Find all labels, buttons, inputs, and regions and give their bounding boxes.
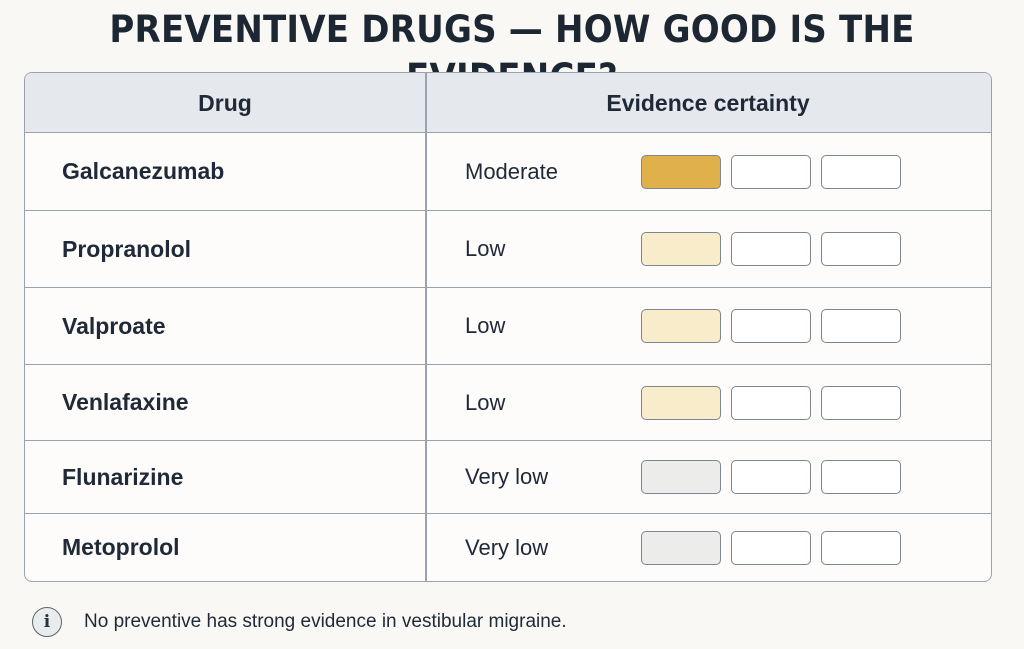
footnote-text: No preventive has strong evidence in ves… bbox=[84, 611, 567, 632]
drug-name: Valproate bbox=[62, 312, 166, 339]
certainty-label: Low bbox=[465, 313, 506, 338]
certainty-box-filled bbox=[641, 154, 721, 189]
certainty-box-empty bbox=[821, 385, 901, 420]
table-row: Valproate Low bbox=[25, 288, 991, 365]
table-row: Flunarizine Very low bbox=[25, 441, 991, 514]
certainty-meter bbox=[641, 514, 901, 581]
certainty-box-filled bbox=[641, 530, 721, 565]
certainty-label: Very low bbox=[465, 534, 549, 560]
table-row: Metoprolol Very low bbox=[25, 514, 991, 581]
table-row: Venlafaxine Low bbox=[25, 365, 991, 441]
table-header-row: Drug Evidence certainty bbox=[25, 73, 991, 133]
drug-name: Galcanezumab bbox=[62, 158, 225, 184]
certainty-meter bbox=[641, 365, 901, 440]
certainty-box-empty bbox=[731, 385, 811, 420]
certainty-label: Very low bbox=[465, 464, 549, 489]
certainty-box-empty bbox=[731, 232, 811, 266]
certainty-label: Low bbox=[465, 389, 506, 415]
certainty-box-empty bbox=[821, 309, 901, 343]
certainty-box-empty bbox=[731, 460, 811, 494]
footnote: i No preventive has strong evidence in v… bbox=[32, 604, 567, 640]
drug-name: Propranolol bbox=[62, 235, 192, 262]
column-header-evidence-certainty: Evidence certainty bbox=[606, 90, 810, 116]
certainty-meter bbox=[641, 133, 901, 210]
certainty-box-empty bbox=[731, 309, 811, 343]
certainty-box-empty bbox=[731, 154, 811, 189]
column-header-drug: Drug bbox=[198, 90, 252, 116]
certainty-box-empty bbox=[821, 232, 901, 266]
certainty-box-filled bbox=[641, 460, 721, 494]
table-row: Galcanezumab Moderate bbox=[25, 133, 991, 211]
certainty-box-filled bbox=[641, 232, 721, 266]
drug-name: Venlafaxine bbox=[62, 389, 189, 415]
certainty-box-filled bbox=[641, 385, 721, 420]
drug-name: Metoprolol bbox=[62, 534, 180, 560]
certainty-meter bbox=[641, 288, 901, 364]
column-divider bbox=[425, 73, 427, 581]
certainty-box-filled bbox=[641, 309, 721, 343]
certainty-label: Low bbox=[465, 236, 506, 261]
evidence-table: Drug Evidence certainty Galcanezumab Mode… bbox=[24, 72, 992, 582]
certainty-box-empty bbox=[731, 530, 811, 565]
certainty-box-empty bbox=[821, 460, 901, 494]
certainty-box-empty bbox=[821, 154, 901, 189]
certainty-label: Moderate bbox=[465, 158, 558, 184]
table-row: Propranolol Low bbox=[25, 211, 991, 288]
info-icon: i bbox=[32, 607, 62, 637]
certainty-meter bbox=[641, 211, 901, 287]
certainty-box-empty bbox=[821, 530, 901, 565]
drug-name: Flunarizine bbox=[62, 463, 184, 490]
certainty-meter bbox=[641, 441, 901, 513]
